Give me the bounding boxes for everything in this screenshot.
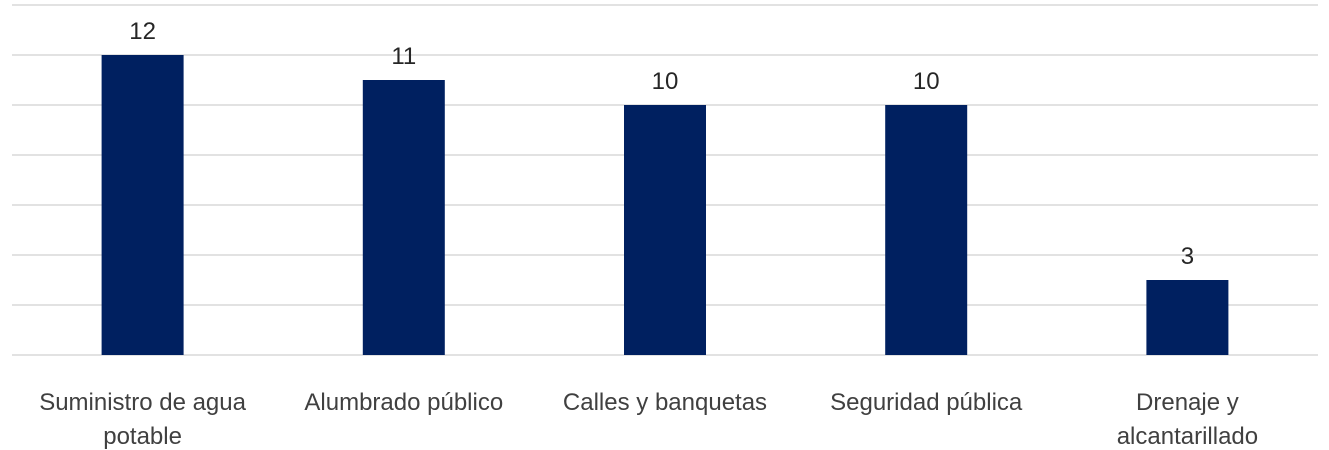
- bar: [362, 80, 445, 355]
- category-label: Drenaje y alcantarillado: [1117, 389, 1258, 450]
- bar: [1146, 280, 1229, 355]
- category-label-line: alcantarillado: [1117, 423, 1258, 450]
- data-label: 12: [129, 18, 156, 45]
- data-label: 10: [652, 68, 679, 95]
- category-label-line: Calles y banquetas: [563, 389, 767, 416]
- category-label-line: Alumbrado público: [304, 389, 503, 416]
- bar: [885, 105, 968, 355]
- data-label: 3: [1181, 243, 1194, 270]
- bar: [101, 55, 184, 355]
- category-label: Seguridad pública: [830, 389, 1023, 416]
- bar: [624, 105, 706, 355]
- category-label-line: potable: [103, 423, 182, 450]
- category-label-line: Seguridad pública: [830, 389, 1023, 416]
- data-label: 11: [391, 43, 416, 70]
- category-label: Alumbrado público: [304, 389, 503, 416]
- data-labels: 12 11 10 10 3: [129, 18, 1194, 270]
- category-label-line: Suministro de agua: [39, 389, 246, 416]
- category-labels: Suministro de agua potable Alumbrado públi…: [39, 389, 1258, 450]
- bars: [101, 55, 1229, 355]
- category-label: Calles y banquetas: [563, 389, 767, 416]
- data-label: 10: [913, 68, 940, 95]
- category-label: Suministro de agua potable: [39, 389, 246, 450]
- category-label-line: Drenaje y: [1136, 389, 1239, 416]
